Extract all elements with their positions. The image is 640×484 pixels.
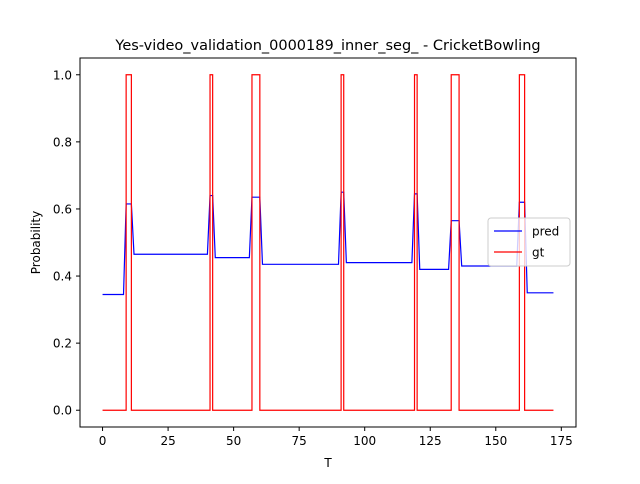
y-tick-label: 0.4 <box>53 270 72 284</box>
legend-gt-label: gt <box>532 246 545 260</box>
y-tick-label: 1.0 <box>53 68 72 82</box>
x-tick-label: 150 <box>484 434 507 448</box>
y-tick-label: 0.8 <box>53 135 72 149</box>
legend: pred gt <box>487 217 571 267</box>
x-tick-label: 50 <box>226 434 241 448</box>
x-axis-label: T <box>323 456 332 470</box>
x-tick-label: 125 <box>419 434 442 448</box>
x-tick-label: 75 <box>292 434 307 448</box>
series-line-gt <box>102 74 554 411</box>
x-axis-ticks: 0 25 50 75 100 125 150 175 <box>99 427 573 448</box>
plot-area <box>102 74 554 411</box>
y-tick-label: 0.6 <box>53 202 72 216</box>
y-axis-ticks: 0.0 0.2 0.4 0.6 0.8 1.0 <box>53 68 80 418</box>
plot-frame <box>79 57 577 428</box>
legend-pred-label: pred <box>532 225 559 239</box>
x-tick-label: 0 <box>99 434 107 448</box>
x-tick-label: 175 <box>550 434 573 448</box>
x-tick-label: 100 <box>353 434 376 448</box>
y-axis-label: Probability <box>29 211 43 274</box>
x-tick-label: 25 <box>160 434 175 448</box>
y-tick-label: 0.0 <box>53 404 72 418</box>
chart-title: Yes-video_validation_0000189_inner_seg_ … <box>114 38 540 54</box>
series-line-pred <box>102 191 554 296</box>
y-tick-label: 0.2 <box>53 337 72 351</box>
legend-box <box>487 217 571 267</box>
